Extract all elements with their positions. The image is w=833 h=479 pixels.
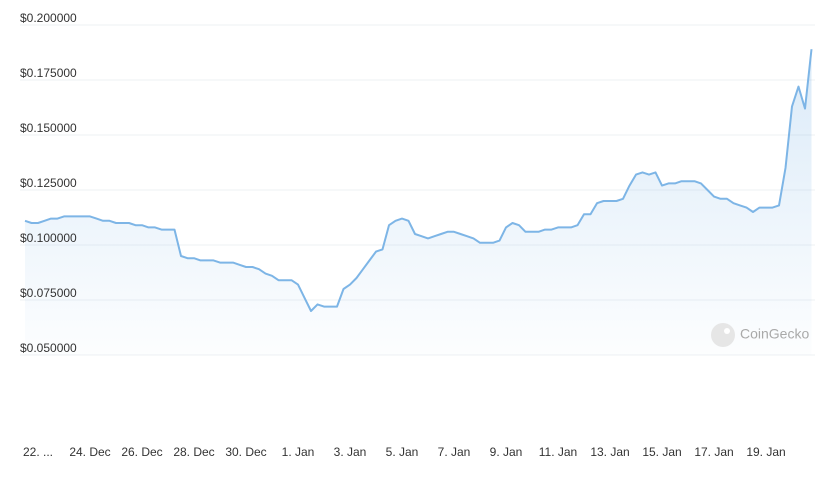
- labels: $0.050000 $0.075000 $0.100000 $0.125000 $0.1…: [20, 11, 786, 459]
- x-tick-label: 24. Dec: [69, 445, 110, 459]
- x-tick-label: 19. Jan: [746, 445, 785, 459]
- y-tick-label: $0.125000: [20, 176, 77, 190]
- x-tick-label: 30. Dec: [225, 445, 266, 459]
- y-tick-label: $0.200000: [20, 11, 77, 25]
- x-tick-label: 26. Dec: [121, 445, 162, 459]
- y-tick-label: $0.050000: [20, 341, 77, 355]
- price-line: [24, 49, 813, 312]
- watermark: CoinGecko: [711, 323, 809, 347]
- price-area: [25, 49, 812, 355]
- x-tick-label: 7. Jan: [438, 445, 471, 459]
- x-tick-label: 9. Jan: [490, 445, 523, 459]
- x-tick-label: 15. Jan: [642, 445, 681, 459]
- x-tick-label: 1. Jan: [282, 445, 315, 459]
- y-tick-label: $0.100000: [20, 231, 77, 245]
- watermark-logo: [711, 323, 735, 347]
- plot: [24, 49, 813, 355]
- x-tick-label: 11. Jan: [539, 445, 577, 459]
- y-tick-label: $0.150000: [20, 121, 77, 135]
- x-tick-label: 5. Jan: [386, 445, 419, 459]
- x-tick-label: 22. ...: [23, 445, 53, 459]
- x-tick-label: 13. Jan: [590, 445, 629, 459]
- y-tick-label: $0.175000: [20, 66, 77, 80]
- watermark-text: CoinGecko: [740, 326, 809, 342]
- watermark-logo-eye: [724, 328, 730, 334]
- x-tick-label: 28. Dec: [173, 445, 214, 459]
- y-tick-label: $0.075000: [20, 286, 77, 300]
- x-tick-label: 17. Jan: [694, 445, 733, 459]
- x-tick-label: 3. Jan: [334, 445, 367, 459]
